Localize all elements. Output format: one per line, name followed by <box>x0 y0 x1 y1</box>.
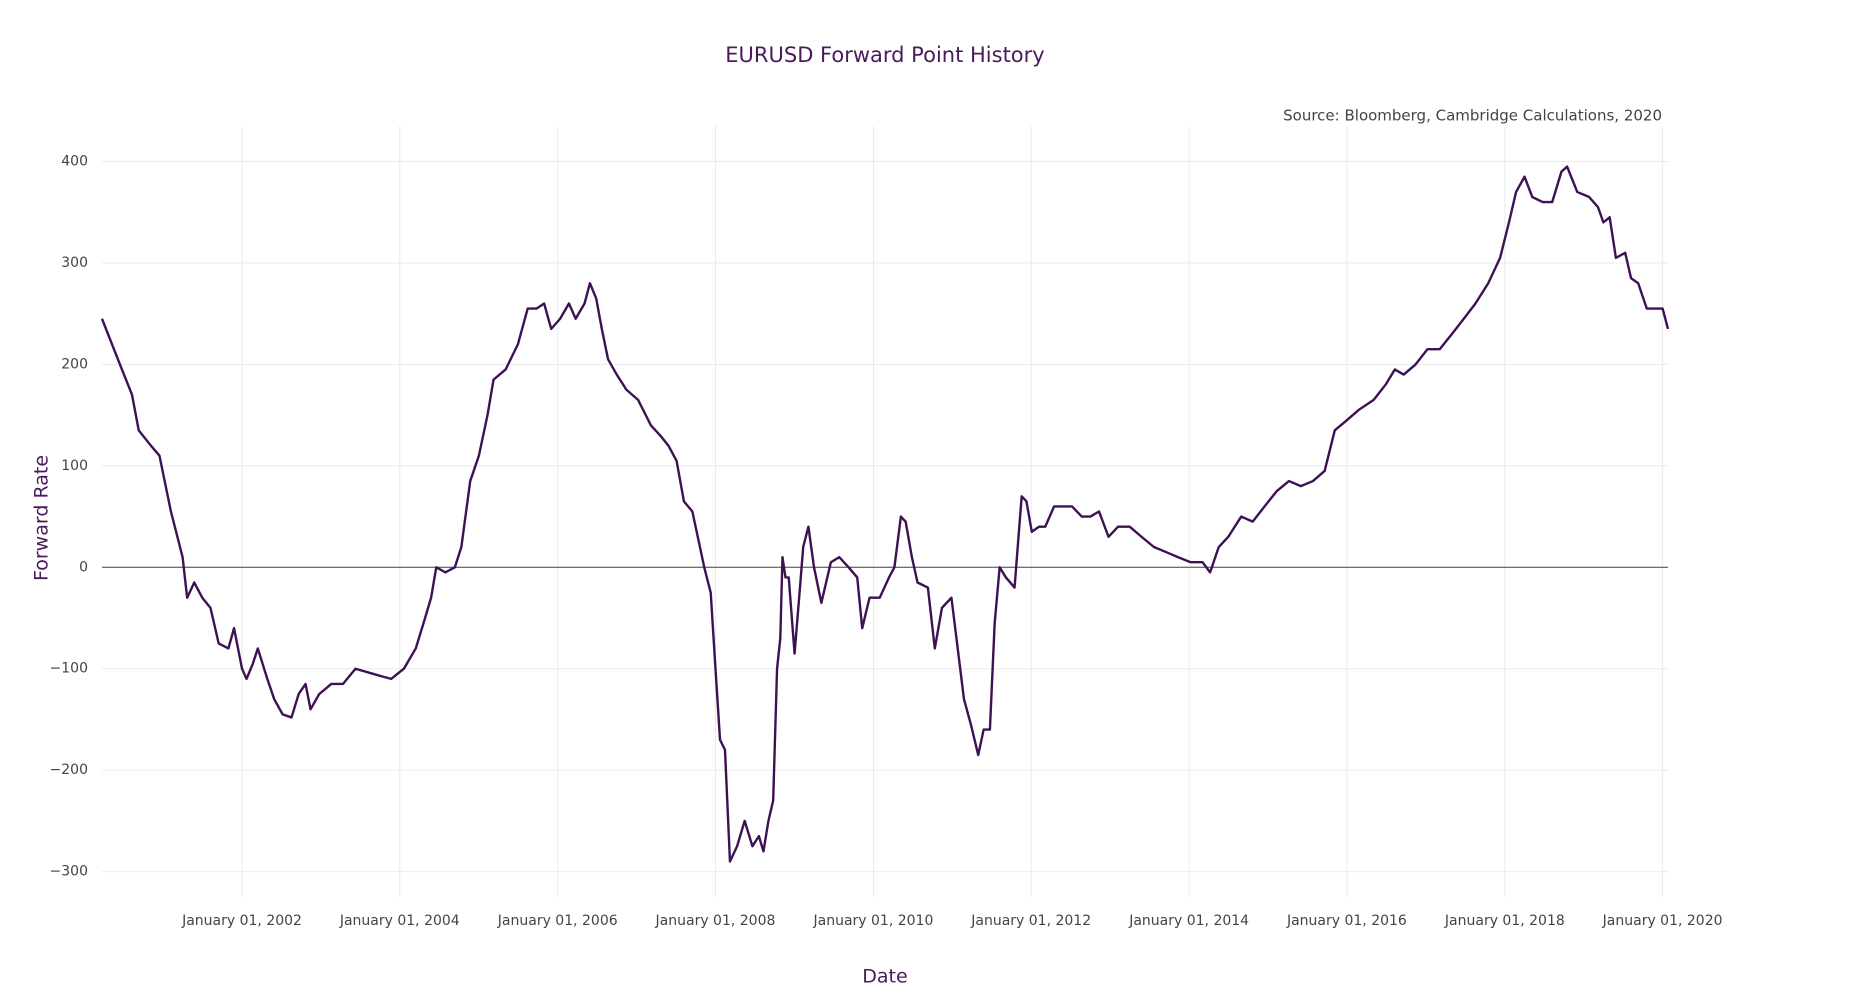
x-tick-label: January 01, 2004 <box>339 913 460 929</box>
x-tick-label: January 01, 2018 <box>1444 913 1565 929</box>
y-tick-label: 0 <box>79 559 88 575</box>
x-axis-title: Date <box>862 966 907 988</box>
x-tick-label: January 01, 2012 <box>970 913 1091 929</box>
x-tick-label: January 01, 2002 <box>181 913 302 929</box>
source-annotation: Source: Bloomberg, Cambridge Calculation… <box>1283 107 1662 125</box>
y-tick-label: 300 <box>61 255 88 271</box>
x-tick-label: January 01, 2006 <box>497 913 618 929</box>
y-axis-title: Forward Rate <box>31 455 53 581</box>
y-tick-label: −200 <box>50 762 88 778</box>
chart-title: EURUSD Forward Point History <box>725 43 1044 67</box>
y-tick-label: 100 <box>61 458 88 474</box>
x-tick-label: January 01, 2014 <box>1128 913 1249 929</box>
y-tick-label: 200 <box>61 356 88 372</box>
y-tick-label: −300 <box>50 864 88 880</box>
x-tick-label: January 01, 2008 <box>655 913 776 929</box>
y-tick-label: −100 <box>50 661 88 677</box>
x-tick-label: January 01, 2016 <box>1286 913 1407 929</box>
x-tick-label: January 01, 2010 <box>813 913 934 929</box>
data-line <box>100 165 1670 863</box>
x-tick-label: January 01, 2020 <box>1602 913 1723 929</box>
y-tick-label: 400 <box>61 154 88 170</box>
